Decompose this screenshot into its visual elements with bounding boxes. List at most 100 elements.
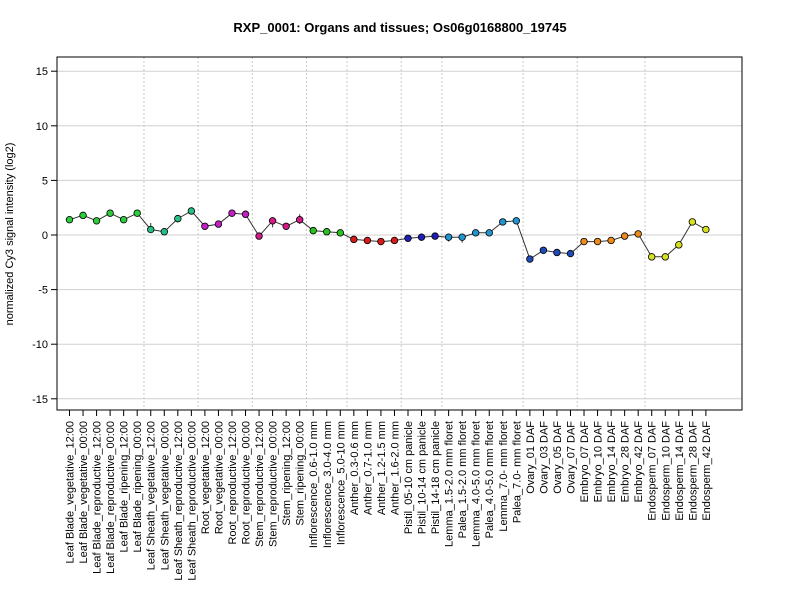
- data-point: [458, 233, 466, 241]
- x-tick-label: Lemma_7.0- mm floret: [498, 421, 510, 532]
- x-tick-label: Pistil_10-14 cm panicle: [417, 421, 429, 534]
- x-tick-label: Inflorescence_0.6-1.0 mm: [308, 421, 320, 548]
- x-tick-label: Ovary_05 DAF: [552, 421, 564, 494]
- x-tick-label: Stem_ripening_00:00: [295, 421, 307, 526]
- data-point-layer: [65, 207, 710, 263]
- data-point: [688, 218, 697, 226]
- x-axis: Leaf Blade_vegetative_12:00 Leaf Blade_ve…: [65, 409, 713, 581]
- x-tick-label: Ovary_01 DAF: [525, 421, 537, 494]
- data-point: [119, 216, 128, 224]
- x-tick-label: Anther_1.6-2.0 mm: [390, 421, 402, 515]
- y-tick-label: 0: [42, 230, 48, 242]
- x-tick-label: Embryo_14 DAF: [606, 421, 618, 503]
- data-point: [675, 241, 683, 249]
- x-tick-label: Anther_0.7-1.0 mm: [362, 421, 374, 515]
- data-point: [580, 237, 588, 246]
- x-tick-label: Leaf Blade_reproductive_00:00: [105, 421, 117, 574]
- x-tick-label: Leaf Sheath_vegetative_00:00: [159, 421, 171, 570]
- data-point: [593, 237, 602, 246]
- data-point: [79, 211, 87, 220]
- x-tick-label: Endosperm_14 DAF: [674, 421, 686, 521]
- data-point: [147, 225, 155, 234]
- y-tick-label: -10: [32, 339, 48, 351]
- data-point: [512, 217, 521, 225]
- data-point: [106, 209, 114, 217]
- data-point: [472, 229, 480, 237]
- x-tick-label: Palea_1.5-2.0 mm floret: [457, 421, 469, 538]
- y-axis-label: normalized Cy3 signal intensity (log2): [4, 143, 16, 326]
- data-point: [282, 222, 290, 230]
- data-point: [377, 237, 385, 246]
- x-tick-label: Endosperm_07 DAF: [647, 421, 659, 521]
- x-tick-label: Embryo_07 DAF: [579, 421, 591, 503]
- data-point: [241, 210, 250, 218]
- x-tick-label: Leaf Sheath_reproductive_00:00: [186, 421, 198, 581]
- y-tick-label: -5: [38, 285, 48, 297]
- data-point: [187, 207, 196, 215]
- data-point: [255, 232, 263, 240]
- data-point: [160, 228, 168, 236]
- y-tick-label: 15: [36, 66, 48, 78]
- data-point: [539, 246, 548, 254]
- x-tick-label: Stem_ripening_12:00: [281, 421, 293, 526]
- x-tick-label: Inflorescence_3.0-4.0 mm: [322, 421, 334, 548]
- data-point: [336, 229, 344, 237]
- x-tick-label: Leaf Blade_ripening_00:00: [132, 421, 144, 553]
- x-tick-label: Ovary_07 DAF: [566, 421, 578, 494]
- x-tick-label: Root_vegetative_00:00: [213, 421, 225, 534]
- data-point: [620, 232, 629, 240]
- data-point: [65, 216, 74, 224]
- x-tick-label: Leaf Blade_ripening_12:00: [119, 421, 131, 553]
- data-point: [526, 255, 534, 263]
- data-point: [648, 253, 656, 261]
- data-point: [295, 216, 304, 224]
- x-tick-label: Leaf Blade_vegetative_12:00: [65, 421, 77, 564]
- x-tick-label: Pistil_05-10 cm panicle: [403, 421, 415, 534]
- data-point: [661, 253, 669, 261]
- x-tick-label: Stem_reproductive_12:00: [254, 421, 266, 547]
- x-tick-label: Palea_7.0- mm floret: [511, 421, 523, 523]
- data-point: [566, 249, 575, 258]
- data-point: [634, 230, 642, 238]
- data-point: [133, 209, 141, 217]
- x-tick-label: Pistil_14-18 cm panicle: [430, 421, 442, 534]
- x-tick-label: Leaf Blade_reproductive_12:00: [92, 421, 104, 574]
- data-point: [553, 248, 561, 257]
- x-tick-label: Root_reproductive_12:00: [227, 421, 239, 545]
- x-tick-label: Lemma_4.0-5.0 mm floret: [471, 421, 483, 547]
- data-point: [350, 235, 358, 244]
- data-point: [485, 229, 493, 237]
- x-tick-label: Inflorescence_5.0-10 mm: [335, 421, 347, 545]
- x-tick-label: Embryo_10 DAF: [593, 421, 605, 503]
- y-tick-label: 10: [36, 121, 48, 133]
- data-point: [444, 233, 453, 241]
- y-axis: -15 -10 -5 0 5 10 15: [32, 66, 57, 406]
- data-point: [323, 228, 331, 236]
- data-point: [214, 220, 223, 228]
- x-tick-label: Anther_1.2-1.5 mm: [376, 421, 388, 515]
- x-tick-label: Ovary_03 DAF: [538, 421, 550, 494]
- data-point: [363, 236, 372, 245]
- y-tick-label: 5: [42, 175, 48, 187]
- x-tick-label: Palea_4.0-5.0 mm floret: [484, 421, 496, 538]
- data-point: [417, 233, 426, 241]
- x-tick-label: Anther_0.3-0.6 mm: [349, 421, 361, 515]
- x-tick-label: Stem_reproductive_00:00: [268, 421, 280, 547]
- x-tick-label: Leaf Sheath_reproductive_12:00: [173, 421, 185, 581]
- data-point: [228, 209, 236, 217]
- data-point: [607, 236, 615, 245]
- x-tick-label: Root_reproductive_00:00: [241, 421, 253, 545]
- data-point: [92, 217, 101, 225]
- x-tick-label: Endosperm_10 DAF: [660, 421, 672, 521]
- x-tick-label: Root_vegetative_12:00: [200, 421, 212, 534]
- x-tick-label: Embryo_42 DAF: [633, 421, 645, 503]
- x-tick-label: Endosperm_42 DAF: [701, 421, 713, 521]
- data-point: [201, 222, 209, 230]
- data-point: [309, 226, 317, 235]
- y-tick-label: -15: [32, 394, 48, 406]
- data-point: [702, 225, 710, 234]
- data-point: [499, 218, 507, 226]
- data-point: [390, 236, 399, 245]
- x-tick-label: Leaf Sheath_vegetative_12:00: [146, 421, 158, 570]
